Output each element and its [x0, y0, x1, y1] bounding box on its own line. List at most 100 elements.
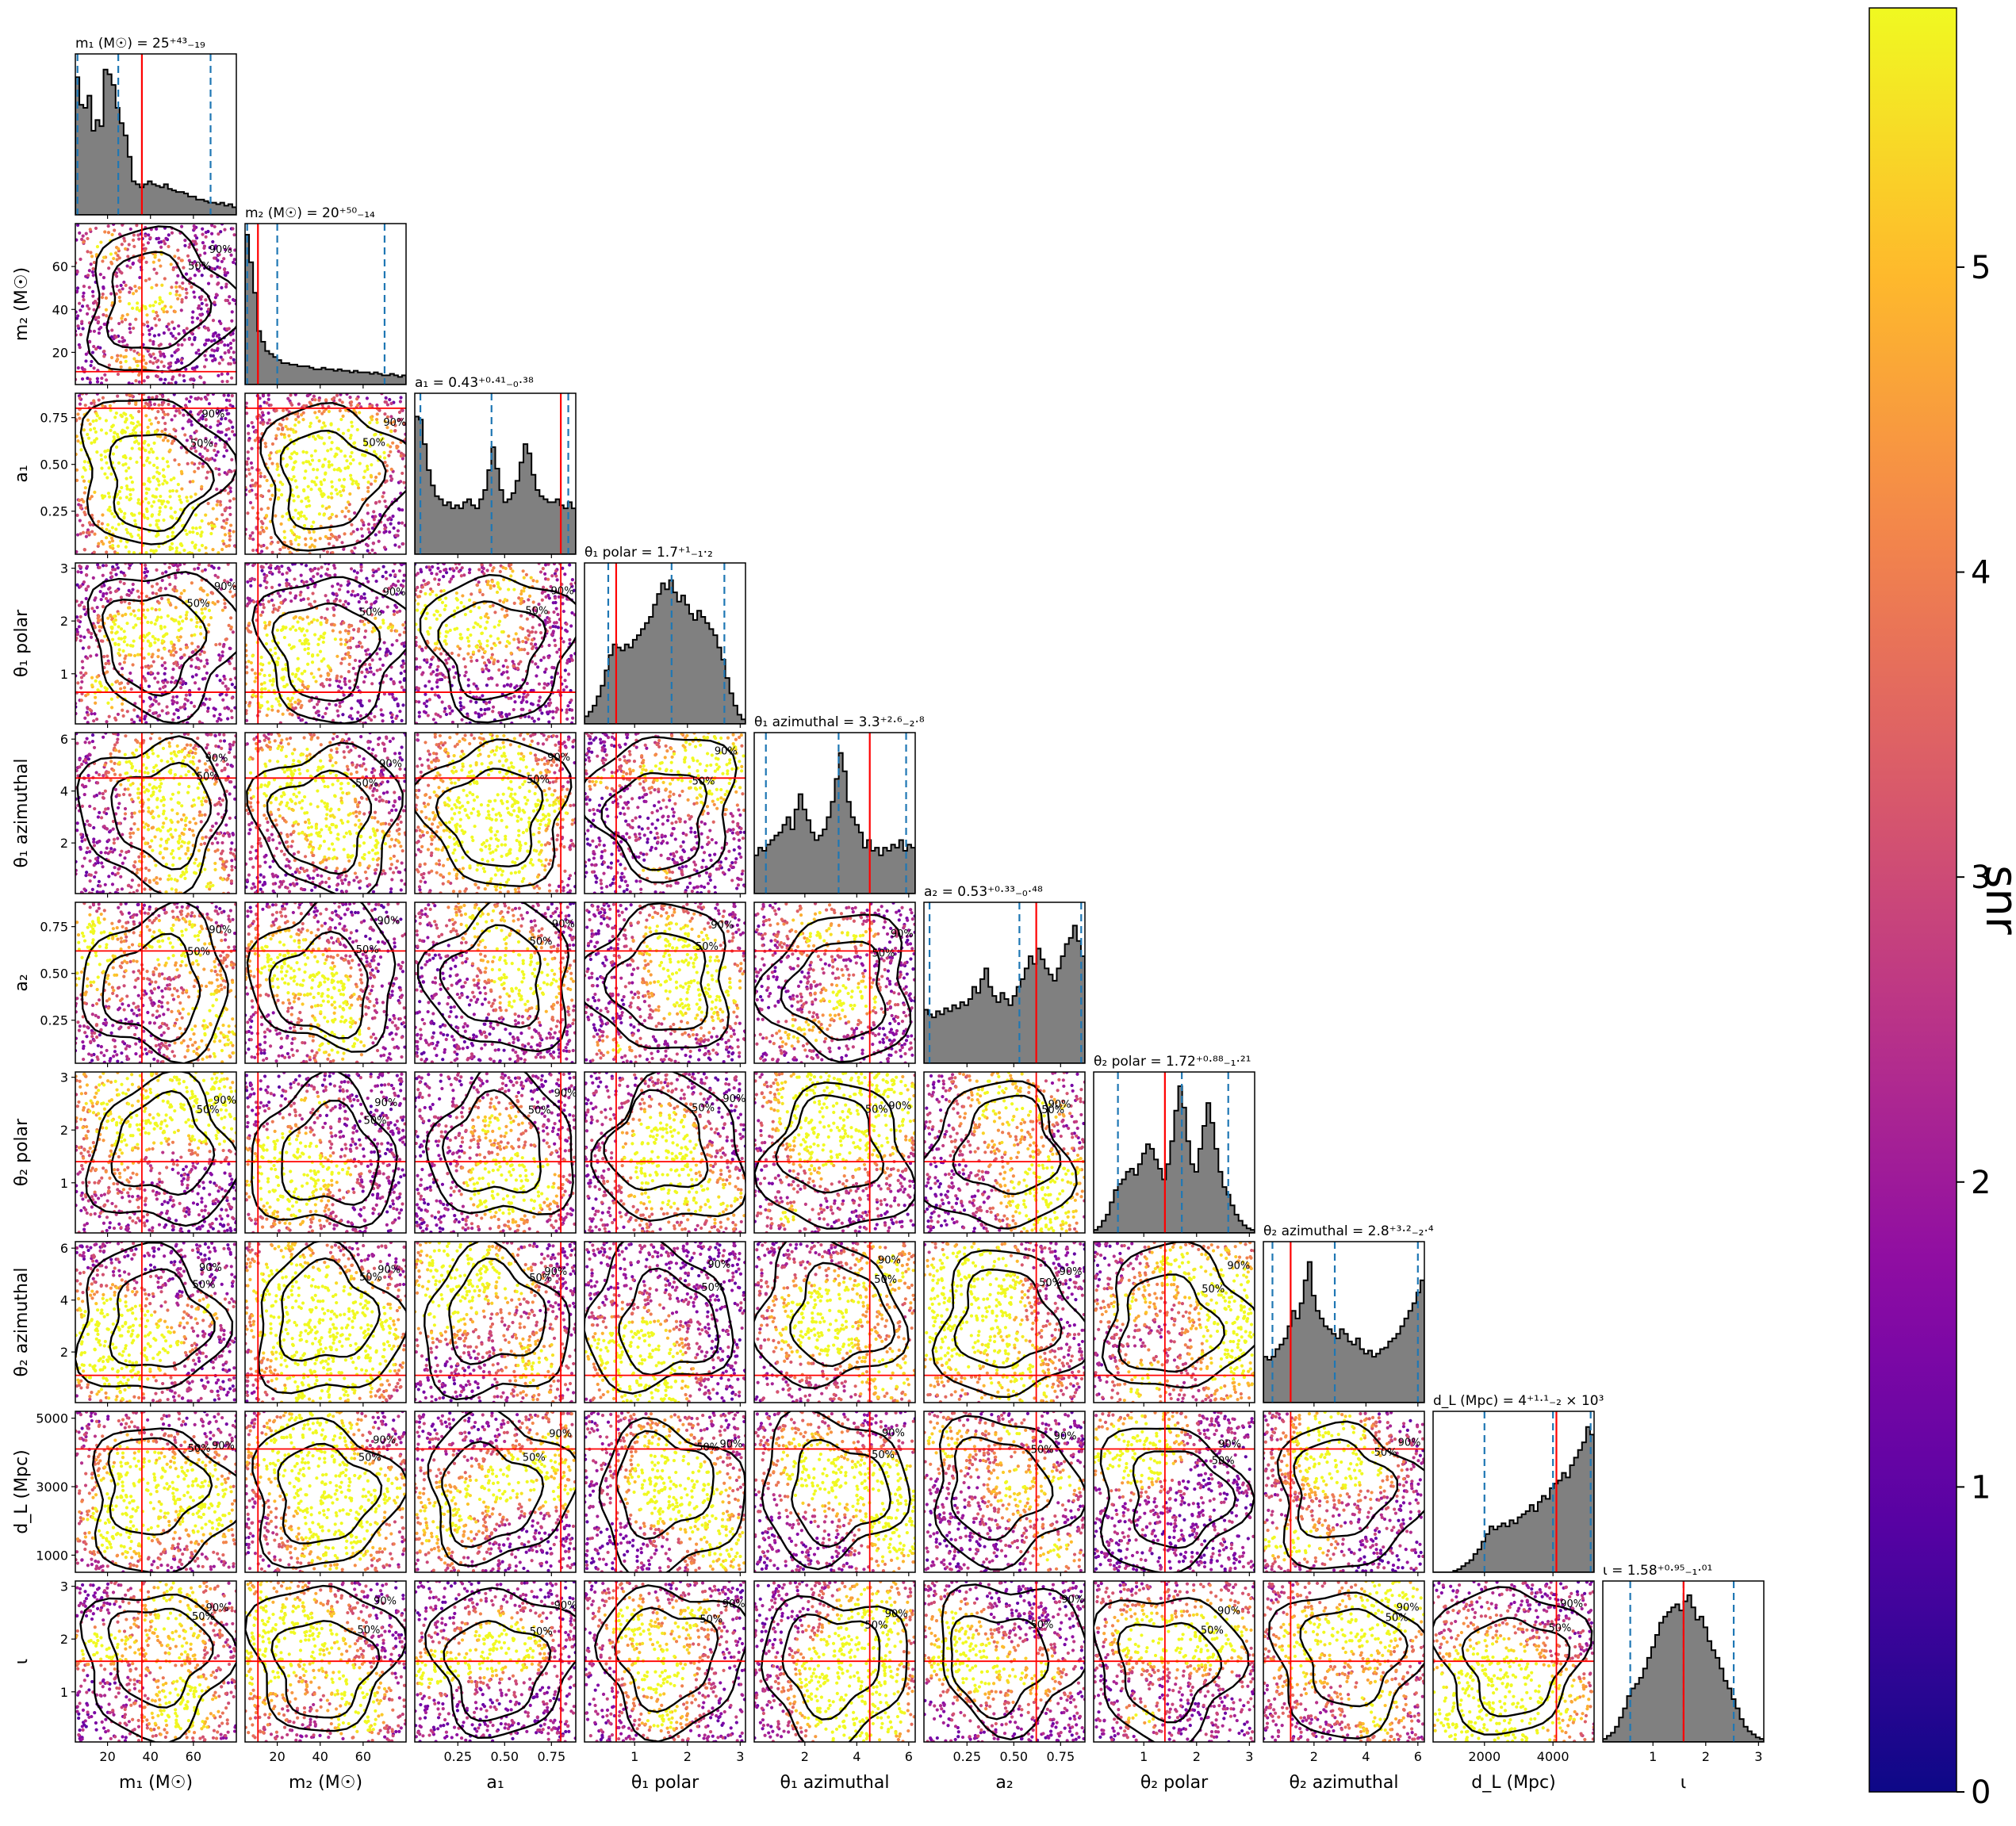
- sample-point: [303, 669, 307, 673]
- sample-point: [213, 524, 217, 529]
- sample-point: [80, 304, 85, 308]
- sample-point: [490, 568, 495, 572]
- sample-point: [312, 575, 316, 579]
- sample-point: [179, 358, 183, 362]
- sample-point: [185, 496, 189, 500]
- sample-point: [206, 307, 211, 312]
- sample-point: [246, 511, 250, 515]
- sample-point: [94, 316, 98, 320]
- sample-point: [375, 412, 379, 416]
- sample-point: [147, 806, 151, 810]
- sample-point: [362, 596, 367, 600]
- sample-point: [84, 534, 88, 538]
- sample-point: [251, 425, 255, 429]
- sample-point: [186, 791, 190, 794]
- sample-point: [156, 714, 160, 718]
- sample-point: [100, 861, 104, 865]
- sample-point: [190, 366, 194, 370]
- sample-point: [347, 428, 351, 432]
- sample-point: [252, 563, 257, 566]
- sample-point: [155, 271, 159, 275]
- sample-point: [352, 408, 356, 412]
- sample-point: [172, 427, 176, 431]
- sample-point: [261, 565, 265, 569]
- sample-point: [297, 702, 301, 706]
- sample-point: [82, 285, 86, 289]
- sample-point: [227, 437, 232, 441]
- sample-point: [96, 815, 100, 819]
- sample-point: [92, 427, 97, 431]
- sample-point: [374, 515, 378, 519]
- sample-point: [565, 660, 569, 665]
- sample-point: [103, 230, 107, 234]
- sample-point: [293, 628, 298, 632]
- sample-point: [170, 285, 174, 289]
- sample-point: [394, 605, 399, 610]
- scatter-panel-m1-vs-theta1_polar: [71, 562, 237, 728]
- sample-point: [308, 424, 312, 428]
- sample-point: [109, 829, 113, 833]
- sample-point: [217, 797, 222, 801]
- sample-point: [509, 651, 513, 655]
- sample-point: [143, 790, 147, 794]
- sample-point: [338, 599, 342, 603]
- sample-point: [333, 566, 337, 570]
- sample-point: [335, 592, 339, 596]
- sample-point: [545, 710, 550, 714]
- sample-point: [194, 673, 198, 677]
- sample-point: [473, 710, 477, 715]
- sample-point: [397, 410, 402, 415]
- sample-point: [401, 665, 404, 669]
- sample-point: [320, 682, 324, 686]
- sample-point: [125, 643, 129, 647]
- sample-point: [245, 412, 249, 415]
- sample-point: [460, 566, 464, 570]
- sample-point: [462, 706, 466, 710]
- sample-point: [90, 289, 95, 293]
- sample-point: [148, 709, 151, 713]
- sample-point: [179, 224, 184, 228]
- sample-point: [368, 444, 372, 448]
- sample-point: [313, 411, 317, 415]
- contour-90: [259, 401, 406, 552]
- sample-point: [387, 587, 391, 591]
- sample-point: [493, 611, 497, 614]
- sample-point: [75, 599, 79, 603]
- sample-point: [298, 638, 302, 643]
- sample-point: [366, 489, 370, 493]
- sample-point: [84, 874, 88, 878]
- sample-point: [181, 427, 185, 431]
- sample-point: [390, 692, 394, 696]
- sample-point: [197, 348, 201, 352]
- sample-point: [77, 625, 81, 629]
- sample-point: [340, 510, 344, 514]
- sample-point: [390, 477, 394, 481]
- sample-point: [205, 396, 209, 401]
- sample-point: [142, 855, 146, 859]
- sample-point: [329, 492, 333, 496]
- sample-point: [348, 396, 352, 400]
- sample-point: [79, 686, 83, 690]
- sample-point: [419, 568, 423, 572]
- sample-point: [397, 507, 401, 511]
- sample-point: [76, 618, 80, 622]
- sample-point: [110, 511, 114, 516]
- sample-point: [160, 429, 164, 434]
- sample-point: [402, 454, 406, 457]
- sample-point: [151, 591, 155, 595]
- sample-point: [146, 608, 150, 612]
- sample-point: [342, 477, 347, 481]
- sample-point: [224, 859, 228, 863]
- sample-point: [541, 567, 545, 571]
- sample-point: [434, 721, 438, 724]
- sample-point: [216, 599, 220, 603]
- sample-point: [292, 645, 296, 649]
- sample-point: [87, 340, 92, 344]
- sample-point: [435, 572, 439, 576]
- sample-point: [417, 595, 422, 599]
- sample-point: [402, 677, 406, 681]
- sample-point: [165, 480, 169, 484]
- sample-point: [264, 445, 268, 449]
- sample-point: [187, 258, 191, 262]
- sample-point: [190, 285, 194, 289]
